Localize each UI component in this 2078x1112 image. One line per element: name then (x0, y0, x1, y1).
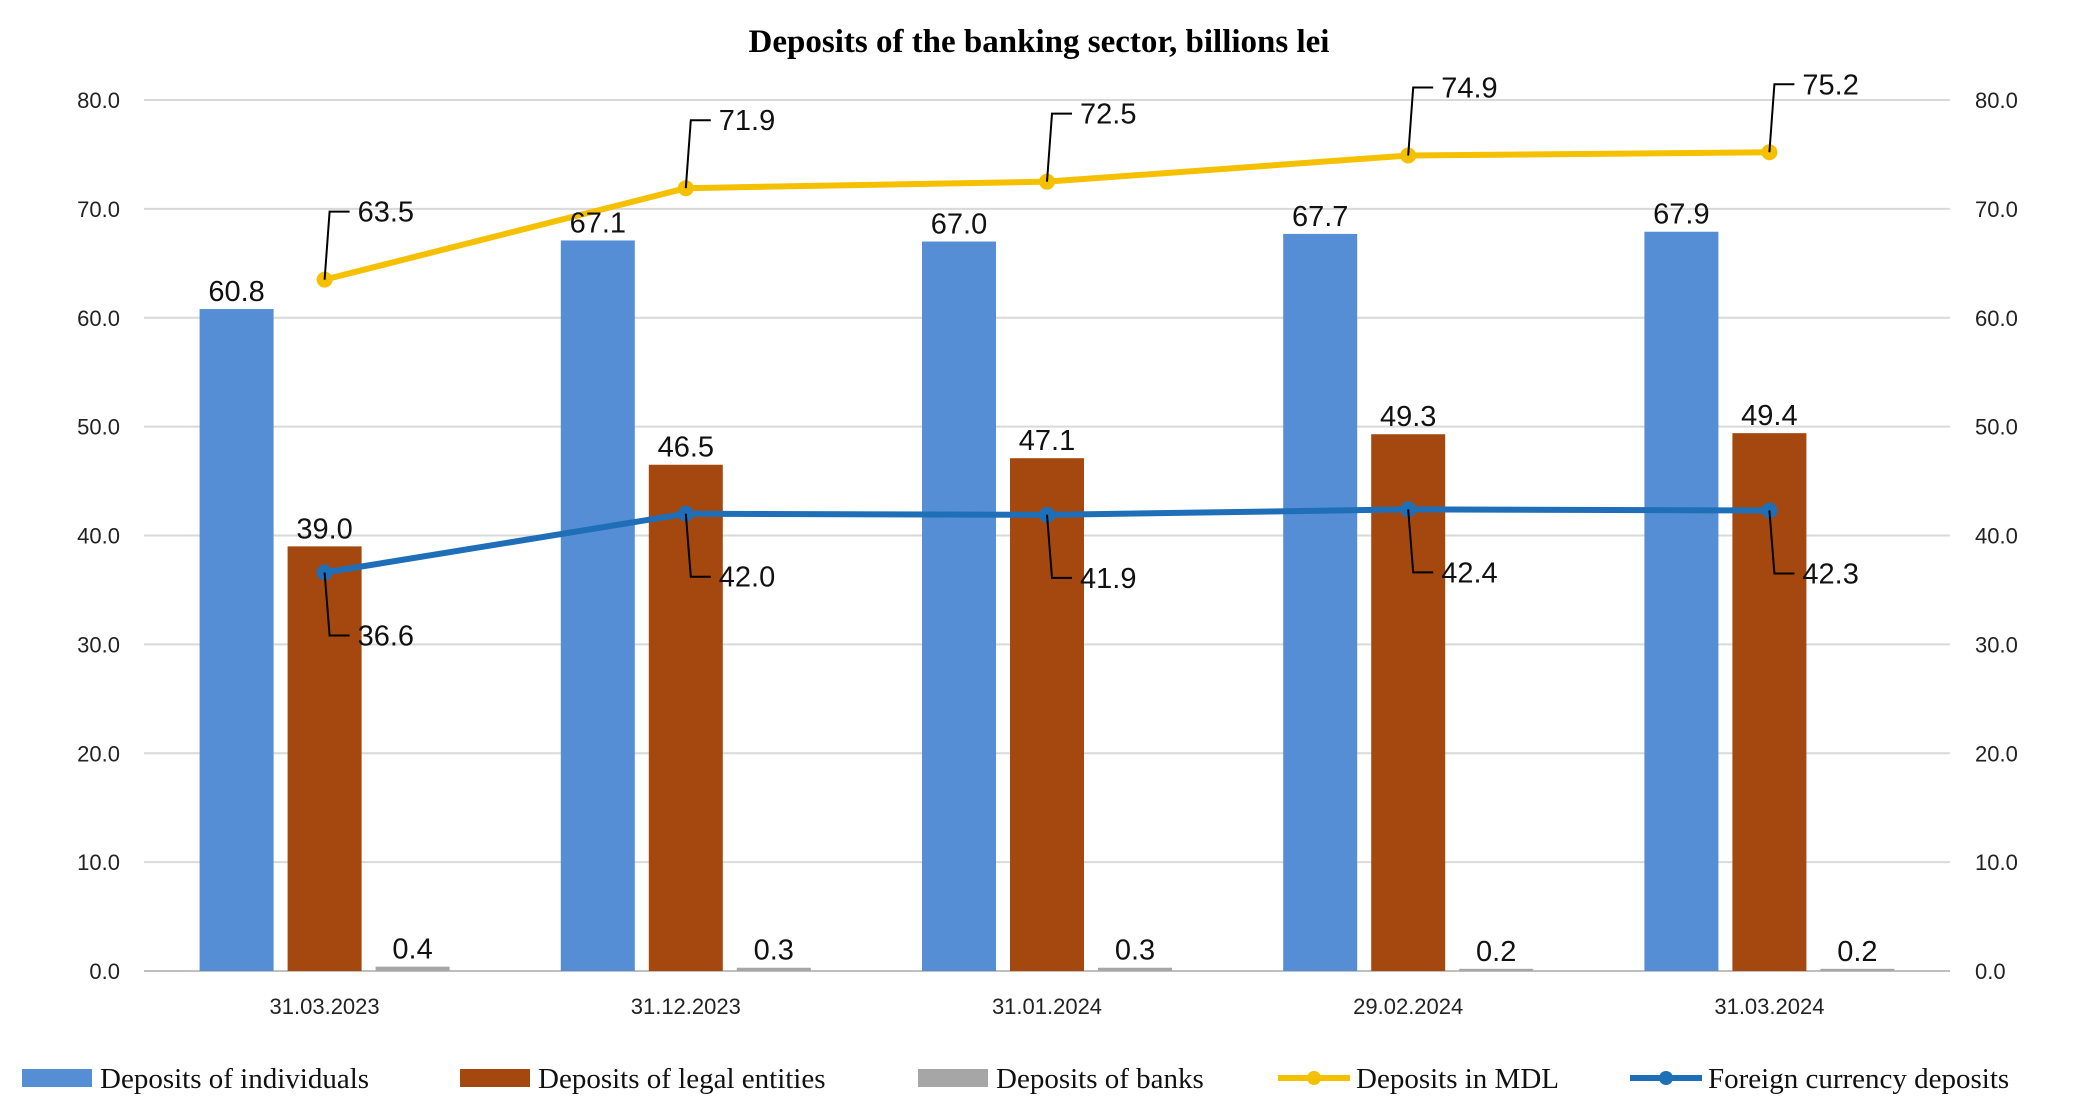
bar-data-label: 67.1 (570, 207, 626, 239)
bar-data-label: 0.2 (1476, 936, 1516, 968)
leader-line (323, 210, 350, 280)
x-tick-label: 29.02.2024 (1353, 994, 1463, 1019)
bar-data-label: 0.3 (754, 935, 794, 967)
y-tick-left: 70.0 (77, 197, 120, 222)
y-tick-left: 0.0 (89, 959, 120, 984)
bar (648, 464, 723, 971)
y-tick-right: 60.0 (1975, 306, 2018, 331)
bar-data-label: 60.8 (208, 276, 264, 308)
leader-line (684, 513, 711, 578)
bar-data-label: 49.3 (1380, 401, 1436, 433)
legend-label: Foreign currency deposits (1708, 1063, 2009, 1095)
leader-line (1407, 509, 1434, 574)
line-data-label: 36.6 (358, 621, 414, 653)
legend-swatch (460, 1069, 530, 1087)
line-data-label: 41.9 (1080, 563, 1136, 595)
bar (1010, 458, 1084, 972)
bar (560, 240, 635, 972)
y-tick-right: 70.0 (1975, 197, 2018, 222)
y-tick-left: 20.0 (77, 741, 120, 766)
bar (375, 966, 450, 971)
bar-data-label: 46.5 (658, 432, 714, 464)
y-tick-left: 10.0 (77, 850, 120, 875)
bar (1644, 231, 1719, 971)
bar (922, 241, 996, 972)
bar (199, 309, 274, 971)
bar-data-label: 49.4 (1741, 400, 1797, 432)
y-tick-left: 30.0 (77, 632, 120, 657)
legend-swatch (22, 1069, 92, 1087)
x-tick-label: 31.12.2023 (631, 994, 741, 1019)
legend-marker (1307, 1071, 1321, 1085)
legend-marker (1659, 1071, 1673, 1085)
line-data-label: 72.5 (1080, 99, 1136, 131)
bar-data-label: 39.0 (296, 513, 352, 545)
y-tick-right: 30.0 (1975, 632, 2018, 657)
bar (1371, 434, 1446, 972)
leader-line (1768, 83, 1795, 153)
line-data-label: 75.2 (1802, 69, 1858, 101)
y-tick-left: 80.0 (77, 88, 120, 113)
bar-data-label: 0.4 (392, 934, 432, 966)
bar (1283, 233, 1358, 971)
legend-label: Deposits of legal entities (538, 1063, 826, 1095)
bar-data-label: 47.1 (1019, 425, 1075, 457)
leader-line (1407, 86, 1434, 156)
bar-data-label: 0.2 (1837, 936, 1877, 968)
legend-swatch (918, 1069, 988, 1087)
y-tick-right: 10.0 (1975, 850, 2018, 875)
bar-data-label: 67.7 (1292, 201, 1348, 233)
leader-line (1768, 510, 1795, 575)
leader-line (323, 572, 350, 637)
y-tick-right: 40.0 (1975, 524, 2018, 549)
y-tick-right: 20.0 (1975, 741, 2018, 766)
chart-title: Deposits of the banking sector, billions… (749, 24, 1330, 60)
bar-data-label: 67.9 (1653, 199, 1709, 231)
leader-line (684, 119, 711, 189)
legend-label: Deposits of banks (996, 1063, 1204, 1095)
x-tick-label: 31.03.2023 (270, 994, 380, 1019)
y-tick-left: 50.0 (77, 415, 120, 440)
leader-line (1046, 112, 1072, 182)
y-tick-right: 80.0 (1975, 88, 2018, 113)
legend-label: Deposits of individuals (100, 1063, 369, 1095)
bar (1820, 968, 1895, 971)
legend-label: Deposits in MDL (1356, 1063, 1559, 1095)
bar-data-label: 0.3 (1115, 935, 1155, 967)
line-data-label: 42.4 (1441, 557, 1497, 589)
line-data-label: 63.5 (358, 197, 414, 229)
line-data-label: 71.9 (719, 105, 775, 137)
leader-line (1046, 514, 1072, 579)
y-tick-left: 40.0 (77, 524, 120, 549)
bar-data-label: 67.0 (931, 209, 987, 241)
y-tick-right: 50.0 (1975, 415, 2018, 440)
x-tick-label: 31.03.2024 (1714, 994, 1824, 1019)
bar (736, 967, 811, 971)
x-tick-label: 31.01.2024 (992, 994, 1102, 1019)
line-data-label: 42.0 (719, 562, 775, 594)
line-data-label: 42.3 (1802, 558, 1858, 590)
bar (287, 546, 362, 971)
bar (1098, 967, 1172, 971)
line-data-label: 74.9 (1441, 73, 1497, 105)
bar (1459, 968, 1534, 971)
y-tick-right: 0.0 (1975, 959, 2006, 984)
y-tick-left: 60.0 (77, 306, 120, 331)
